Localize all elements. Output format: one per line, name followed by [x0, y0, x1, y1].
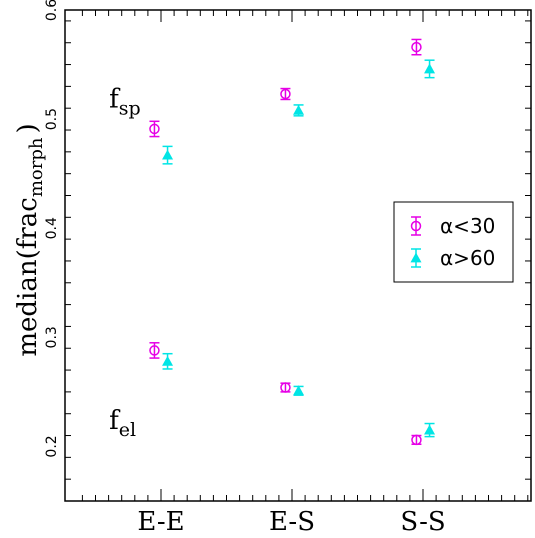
y-tick-label: 0.4 [44, 217, 60, 239]
data-point [149, 123, 160, 135]
series-alpha-gt-60 [162, 59, 436, 438]
y-tick-label: 0.5 [44, 108, 60, 130]
y-axis-label-main: median(frac [13, 197, 43, 357]
y-tick-label: 0.3 [44, 326, 60, 348]
y-tick-labels: 0.2 0.3 0.4 0.5 0.6 [44, 0, 60, 458]
data-point [293, 385, 305, 396]
y-axis-label: median(fracmorph) [13, 123, 47, 356]
data-point [411, 41, 422, 53]
x-tick-label: E-E [137, 507, 184, 537]
legend-label: α<30 [440, 214, 495, 238]
axis-ticks [65, 10, 531, 502]
data-point [293, 104, 305, 115]
legend-marker [410, 220, 422, 232]
x-tick-labels: E-E E-S S-S [137, 507, 445, 537]
y-tick-label: 0.2 [44, 435, 60, 457]
legend-marker [410, 252, 422, 263]
data-point [411, 434, 422, 446]
series-alpha-lt-30 [149, 38, 422, 446]
legend: α<30 α>60 [393, 201, 514, 283]
data-point [280, 382, 291, 393]
legend-label: α>60 [440, 246, 495, 270]
x-tick-label: S-S [400, 507, 445, 537]
data-point [149, 345, 160, 356]
annotation-f-el: fel [109, 406, 136, 441]
y-axis-label-sub: morph [26, 137, 47, 197]
legend-item: α>60 [410, 246, 495, 270]
data-point [162, 355, 174, 366]
y-axis-label-close: ) [13, 123, 43, 133]
data-point [162, 149, 174, 160]
legend-item: α<30 [410, 214, 495, 238]
y-tick-label: 0.6 [44, 0, 60, 21]
data-point [424, 63, 436, 74]
plot-frame [64, 9, 532, 502]
x-tick-label: E-S [269, 507, 315, 537]
annotation-f-sp: fsp [109, 84, 141, 119]
data-point [424, 424, 436, 435]
series-layer [149, 38, 436, 446]
data-point [280, 88, 291, 100]
svg-text:median(fracmorph): median(fracmorph) [13, 123, 47, 356]
legend-box [393, 201, 514, 283]
